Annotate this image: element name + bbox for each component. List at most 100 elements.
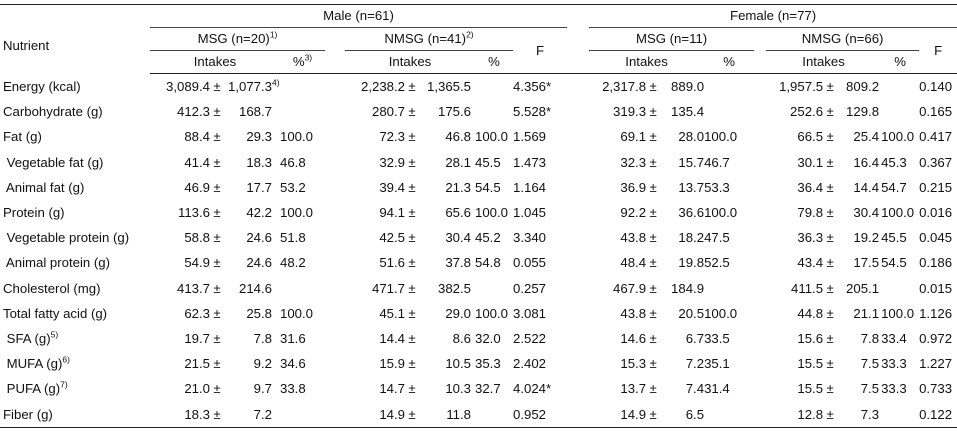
- female-f-value: 0.733: [919, 376, 957, 401]
- plus-minus-symbol: ±: [649, 356, 657, 372]
- male-nmsg-intake-cell: 280.7 ±175.6: [345, 99, 475, 124]
- spacer: [567, 250, 589, 275]
- female-msg-pct: 52.5: [704, 250, 754, 275]
- female-msg-mean: 69.1: [620, 129, 647, 145]
- spacer: [325, 376, 345, 401]
- male-msg-sd: 42.2: [246, 205, 272, 221]
- table-body: Energy (kcal) 3,089.4 ±1,077.34) 2,238.2 ±1,…: [0, 74, 957, 428]
- plus-minus-symbol: ±: [649, 104, 657, 120]
- male-msg-intake-cell: 46.9 ±17.7: [150, 175, 280, 200]
- header-row-sex: Nutrient Male (n=61) Female (n=77): [0, 4, 957, 74]
- female-f-value: 0.015: [919, 276, 957, 301]
- plus-minus-symbol: ±: [213, 79, 221, 94]
- female-msg-pct: 31.4: [704, 376, 754, 401]
- header-pct-msg-female: %: [704, 50, 755, 74]
- female-msg-intake-cell: 2,317.8 ±889.0: [589, 74, 704, 100]
- header-intakes-nmsg-male: Intakes: [345, 50, 475, 74]
- male-nmsg-intake-cell: 14.4 ±8.6: [345, 326, 475, 351]
- spacer: [325, 351, 345, 376]
- male-msg-pct: 34.6: [280, 351, 325, 376]
- male-nmsg-mean: 280.7: [371, 104, 405, 120]
- nutrient-footnote: 5): [50, 329, 59, 340]
- female-msg-pct: [704, 74, 754, 100]
- spacer: [754, 175, 766, 200]
- male-nmsg-intake-cell: 2,238.2 ±1,365.5: [345, 74, 475, 100]
- female-msg-pct-value: 35.1: [704, 356, 730, 372]
- plus-minus-symbol: ±: [213, 356, 221, 372]
- female-nmsg-sd: 25.4: [853, 129, 880, 145]
- plus-minus-symbol: ±: [408, 305, 416, 321]
- male-f-value: 0.257: [513, 276, 567, 301]
- male-msg-pct: 100.0: [280, 200, 325, 225]
- female-nmsg-pct-value: 45.5: [881, 230, 907, 246]
- plus-minus-symbol: ±: [649, 230, 657, 246]
- table-row: Energy (kcal) 3,089.4 ±1,077.34) 2,238.2 ±1,…: [0, 74, 957, 100]
- female-msg-sd: 28.0: [678, 129, 705, 145]
- plus-minus-symbol: ±: [408, 104, 416, 120]
- female-f: 1.126: [919, 305, 953, 321]
- header-intakes-msg-female: Intakes: [589, 50, 705, 74]
- table-row: SFA (g)5) 19.7 ±7.8 31.6 14.4 ±8.6 32.0 2.522 14…: [0, 326, 957, 351]
- male-msg-pct-value: 34.6: [280, 356, 306, 372]
- female-nmsg-pct-value: 33.3: [881, 356, 907, 372]
- table-row: Vegetable protein (g) 58.8 ±24.6 51.8 42.5 ±3…: [0, 225, 957, 250]
- male-msg-mean: 41.4: [184, 154, 210, 170]
- spacer: [325, 401, 345, 428]
- male-msg-intake-cell: 18.3 ±7.2: [150, 401, 280, 428]
- nutrient-name: Carbohydrate (g): [3, 104, 103, 120]
- male-nmsg-pct: 100.0: [475, 200, 513, 225]
- male-msg-intake-cell: 21.5 ±9.2: [150, 351, 280, 376]
- plus-minus-symbol: ±: [649, 205, 657, 221]
- spacer: [754, 124, 766, 149]
- male-nmsg-sd: 8.6: [452, 331, 471, 347]
- female-msg-pct: 53.3: [704, 175, 754, 200]
- male-f: 0.055: [513, 255, 547, 271]
- female-f: 1.227: [919, 356, 953, 372]
- nutrient-label: Vegetable protein (g): [0, 225, 150, 250]
- plus-minus-symbol: ±: [826, 154, 834, 170]
- male-nmsg-pct: 54.5: [475, 175, 513, 200]
- male-msg-sd: 7.2: [253, 406, 272, 422]
- female-f: 0.215: [919, 179, 953, 195]
- female-nmsg-intake-cell: 30.1 ±16.4: [766, 150, 881, 175]
- male-nmsg-sd: 11.8: [446, 406, 471, 422]
- table-row: MUFA (g)6) 21.5 ±9.2 34.6 15.9 ±10.5 35.3 2.402…: [0, 351, 957, 376]
- female-msg-mean: 13.7: [620, 381, 647, 397]
- male-msg-pct-value: 48.2: [280, 255, 306, 271]
- female-nmsg-intake-cell: 411.5 ±205.1: [766, 276, 881, 301]
- table-row: Total fatty acid (g) 62.3 ±25.8 100.0 45.1 ±2…: [0, 301, 957, 326]
- plus-minus-symbol: ±: [213, 255, 221, 271]
- plus-minus-symbol: ±: [213, 104, 221, 120]
- female-nmsg-pct: 100.0: [881, 124, 919, 149]
- female-nmsg-pct: [881, 74, 919, 100]
- male-nmsg-sd: 382.5: [437, 280, 471, 296]
- female-msg-mean: 14.9: [620, 406, 647, 422]
- male-msg-intake-cell: 62.3 ±25.8: [150, 301, 280, 326]
- plus-minus-symbol: ±: [213, 331, 221, 347]
- table-row: Protein (g) 113.6 ±42.2 100.0 94.1 ±65.6 100.0…: [0, 200, 957, 225]
- plus-minus-symbol: ±: [826, 356, 834, 372]
- plus-minus-symbol: ±: [826, 205, 834, 221]
- spacer: [567, 276, 589, 301]
- male-nmsg-mean: 471.7: [371, 280, 405, 296]
- spacer: [754, 326, 766, 351]
- female-nmsg-intake-cell: 43.4 ±17.5: [766, 250, 881, 275]
- female-nmsg-mean: 1,957.5: [779, 79, 824, 94]
- header-nmsg-male: NMSG (n=41)2): [345, 27, 513, 51]
- plus-minus-symbol: ±: [408, 381, 416, 397]
- spacer: [567, 376, 589, 401]
- female-nmsg-pct-value: 33.4: [881, 331, 907, 347]
- plus-minus-symbol: ±: [826, 179, 834, 195]
- male-f-value: 4.356*: [513, 74, 567, 100]
- male-msg-pct-value: 33.8: [280, 381, 306, 397]
- male-nmsg-pct-value: 100.0: [475, 129, 509, 145]
- spacer: [567, 74, 589, 100]
- nutrient-name: Protein (g): [3, 205, 65, 221]
- male-msg-mean: 413.7: [176, 280, 210, 296]
- female-msg-sd: 135.4: [671, 104, 705, 120]
- female-msg-mean: 36.9: [620, 179, 647, 195]
- female-msg-sd: 20.5: [678, 305, 705, 321]
- male-msg-mean: 62.3: [184, 305, 210, 321]
- female-nmsg-intake-cell: 1,957.5 ±809.2: [766, 74, 881, 100]
- male-msg-intake-cell: 19.7 ±7.8: [150, 326, 280, 351]
